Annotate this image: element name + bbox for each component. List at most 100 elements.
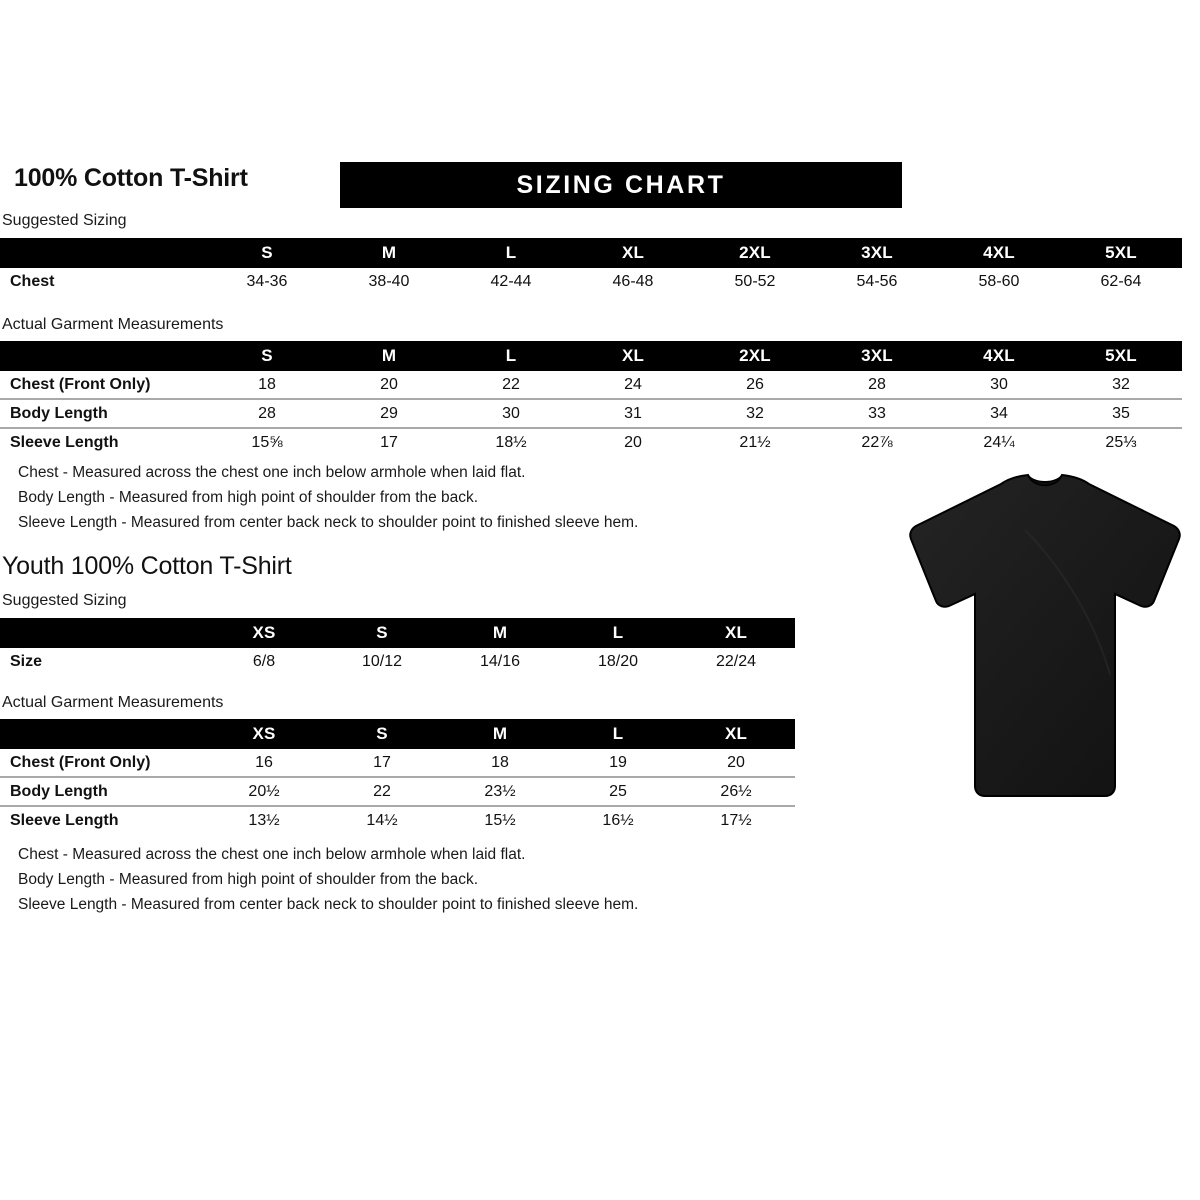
row-label: Sleeve Length (10, 433, 119, 451)
table-cell: 24¼ (983, 433, 1015, 451)
column-header: XL (677, 719, 795, 749)
table-cell: 13½ (248, 811, 280, 829)
table-header-row: XS S M L XL (0, 618, 795, 648)
table-row: Body Length 28 29 30 31 32 33 34 35 (0, 399, 1182, 429)
table-cell: 19 (559, 749, 677, 778)
row-label: Chest (Front Only) (0, 371, 206, 400)
column-header (0, 238, 206, 268)
table-cell: 17 (323, 749, 441, 778)
table-cell: 23½ (441, 777, 559, 807)
column-header (0, 618, 205, 648)
column-header: M (328, 238, 450, 268)
table-cell: 33 (816, 399, 938, 429)
table-row: Chest (Front Only) 16 17 18 19 20 (0, 749, 795, 778)
table-cell: 38-40 (368, 272, 410, 290)
black-t-shirt-photo (900, 470, 1190, 810)
column-header: XL (572, 238, 694, 268)
sizing-chart-banner-label: SIZING CHART (516, 171, 726, 199)
column-header: XS (205, 719, 323, 749)
table-row: Size 6/8 10/12 14/16 18/20 22/24 (0, 648, 795, 675)
adult-suggested-sizing-table: S M L XL 2XL 3XL 4XL 5XL Chest 34-36 38-… (0, 238, 1182, 295)
table-row: Body Length 20½ 22 23½ 25 26½ (0, 777, 795, 807)
table-cell: 25 (559, 777, 677, 807)
column-header: S (206, 238, 328, 268)
row-label: Chest (10, 272, 55, 290)
table-cell: 14/16 (479, 652, 521, 670)
youth-suggested-sizing-table: XS S M L XL Size 6/8 10/12 14/16 18/20 2… (0, 618, 795, 675)
row-label: Chest (Front Only) (0, 749, 205, 778)
table-cell: 32 (694, 399, 816, 429)
youth-section-title: Youth 100% Cotton T-Shirt (2, 552, 292, 580)
column-header: 2XL (694, 238, 816, 268)
table-cell: 35 (1060, 399, 1182, 429)
table-cell: 15½ (484, 811, 516, 829)
column-header: 3XL (816, 238, 938, 268)
table-cell: 42-44 (490, 272, 532, 290)
table-cell: 28 (816, 371, 938, 400)
column-header: L (559, 719, 677, 749)
column-header: XL (677, 618, 795, 648)
note-line: Body Length - Measured from high point o… (18, 489, 479, 506)
table-cell: 18 (206, 371, 328, 400)
table-cell: 20 (677, 749, 795, 778)
table-cell: 28 (206, 399, 328, 429)
table-cell: 58-60 (978, 272, 1020, 290)
table-cell: 22/24 (715, 652, 757, 670)
youth-suggested-caption: Suggested Sizing (2, 592, 127, 609)
table-cell: 21½ (739, 433, 771, 451)
table-row: Chest 34-36 38-40 42-44 46-48 50-52 54-5… (0, 268, 1182, 295)
column-header: L (450, 238, 572, 268)
table-header-row: S M L XL 2XL 3XL 4XL 5XL (0, 341, 1182, 371)
adult-garment-caption: Actual Garment Measurements (2, 316, 224, 333)
table-cell: 24 (572, 371, 694, 400)
table-cell: 46-48 (612, 272, 654, 290)
youth-garment-caption: Actual Garment Measurements (2, 694, 224, 711)
table-cell: 30 (450, 399, 572, 429)
table-cell: 30 (938, 371, 1060, 400)
table-cell: 26 (694, 371, 816, 400)
table-cell: 32 (1060, 371, 1182, 400)
adult-measurement-notes: Chest - Measured across the chest one in… (18, 460, 638, 535)
table-cell: 20 (328, 371, 450, 400)
table-cell: 29 (328, 399, 450, 429)
table-cell: 17 (380, 433, 398, 451)
table-cell: 16 (205, 749, 323, 778)
column-header: 4XL (938, 238, 1060, 268)
adult-garment-measurements-table: S M L XL 2XL 3XL 4XL 5XL Chest (Front On… (0, 341, 1182, 456)
table-header-row: S M L XL 2XL 3XL 4XL 5XL (0, 238, 1182, 268)
row-label: Sleeve Length (10, 811, 119, 829)
table-cell: 18½ (495, 433, 527, 451)
table-cell: 34 (938, 399, 1060, 429)
table-row: Chest (Front Only) 18 20 22 24 26 28 30 … (0, 371, 1182, 400)
column-header: XS (205, 618, 323, 648)
table-cell: 15⅝ (251, 433, 283, 451)
chart-header: 100% Cotton T-Shirt SIZING CHART (14, 162, 1186, 212)
table-cell: 31 (572, 399, 694, 429)
table-cell: 25⅓ (1105, 433, 1137, 451)
column-header: S (323, 618, 441, 648)
table-cell: 26½ (677, 777, 795, 807)
column-header: M (441, 618, 559, 648)
table-cell: 22 (450, 371, 572, 400)
sizing-chart-banner: SIZING CHART (340, 162, 902, 208)
note-line: Sleeve Length - Measured from center bac… (18, 514, 639, 531)
column-header: L (450, 341, 572, 371)
youth-measurement-notes: Chest - Measured across the chest one in… (18, 842, 638, 917)
table-cell: 22 (323, 777, 441, 807)
table-cell: 20 (624, 433, 642, 451)
note-line: Chest - Measured across the chest one in… (18, 846, 526, 863)
column-header: M (328, 341, 450, 371)
table-row: Sleeve Length 13½ 14½ 15½ 16½ 17½ (0, 806, 795, 834)
note-line: Body Length - Measured from high point o… (18, 871, 479, 888)
row-label: Body Length (0, 777, 205, 807)
column-header (0, 341, 206, 371)
table-cell: 18 (441, 749, 559, 778)
table-cell: 34-36 (246, 272, 288, 290)
table-cell: 14½ (366, 811, 398, 829)
note-line: Chest - Measured across the chest one in… (18, 464, 526, 481)
table-cell: 22⅞ (861, 433, 893, 451)
table-cell: 18/20 (597, 652, 639, 670)
column-header: 5XL (1060, 238, 1182, 268)
column-header: L (559, 618, 677, 648)
